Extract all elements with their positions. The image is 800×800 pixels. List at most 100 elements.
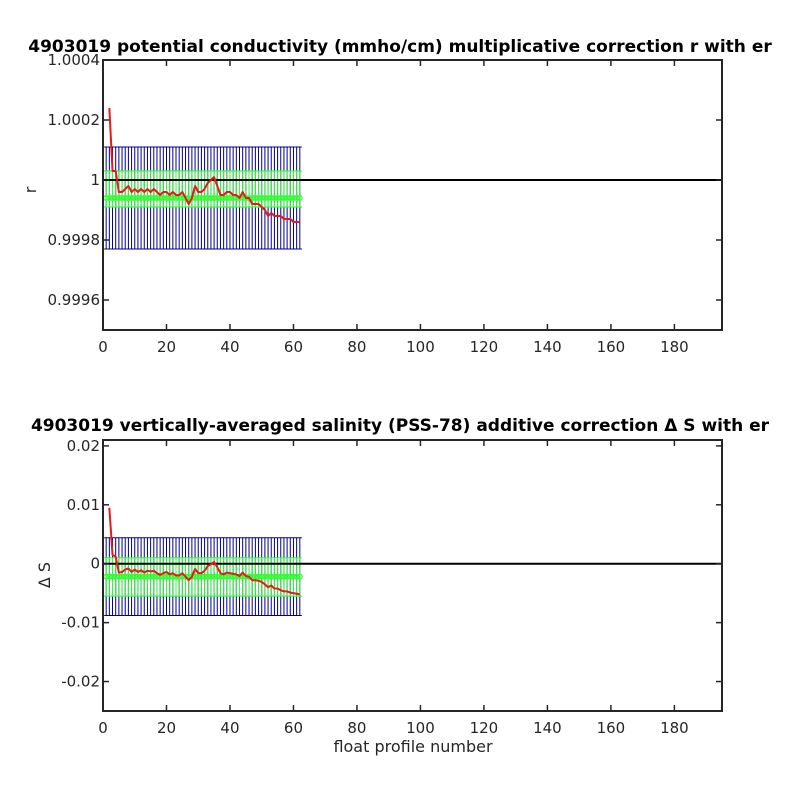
error-center-marker <box>119 195 126 202</box>
error-center-marker <box>147 573 154 580</box>
error-center-marker <box>106 195 113 202</box>
error-center-marker <box>296 573 303 580</box>
x-tick-label: 40 <box>220 719 239 737</box>
y-tick-label: 0.01 <box>67 496 100 514</box>
error-center-marker <box>261 573 268 580</box>
error-center-marker <box>153 195 160 202</box>
x-tick-label: 20 <box>157 338 176 356</box>
error-center-marker <box>198 195 205 202</box>
error-center-marker <box>252 573 259 580</box>
error-center-marker <box>214 573 221 580</box>
error-center-marker <box>258 573 265 580</box>
y-axis-label: r <box>21 186 40 193</box>
correction-series-line <box>108 507 300 596</box>
error-center-marker <box>287 573 294 580</box>
error-center-marker <box>226 573 233 580</box>
error-center-marker <box>115 573 122 580</box>
error-center-marker <box>112 573 119 580</box>
x-tick-label: 120 <box>470 338 499 356</box>
plot-area: 0 20 40 60 80 100 120 140 160 180 0.9996 0.9998 1 1.0… <box>48 51 723 356</box>
error-center-marker <box>195 573 202 580</box>
plot-area: 0 20 40 60 80 100 120 140 160 180 -0.02 -0.01 0 0.01 0… <box>61 437 723 737</box>
panel-title: 4903019 potential conductivity (mmho/cm)… <box>28 37 772 57</box>
error-center-marker <box>271 195 278 202</box>
y-tick-label: 1 <box>90 171 100 189</box>
error-center-marker <box>274 195 281 202</box>
error-center-marker <box>122 573 129 580</box>
error-center-marker <box>255 195 262 202</box>
error-center-marker <box>226 195 233 202</box>
error-center-marker <box>211 195 218 202</box>
y-tick-label: 0.9998 <box>48 231 101 249</box>
x-tick-label: 180 <box>660 719 689 737</box>
error-center-marker <box>169 195 176 202</box>
error-center-marker <box>277 195 284 202</box>
y-tick-label: 1.0002 <box>48 111 101 129</box>
x-tick-label: 140 <box>533 719 562 737</box>
y-tick-label: 0.02 <box>67 437 100 455</box>
y-tick-label: 0.9996 <box>48 291 101 309</box>
x-tick-label: 60 <box>284 338 303 356</box>
y-axis-label: Δ S <box>35 562 54 588</box>
error-center-marker <box>296 195 303 202</box>
error-center-marker <box>223 195 230 202</box>
x-tick-label: 140 <box>533 338 562 356</box>
error-center-marker <box>255 573 262 580</box>
error-center-marker <box>252 195 259 202</box>
error-center-marker <box>236 195 243 202</box>
error-center-marker <box>274 573 281 580</box>
error-center-marker <box>109 573 116 580</box>
error-center-marker <box>198 573 205 580</box>
error-center-marker <box>160 195 167 202</box>
error-center-marker <box>207 195 214 202</box>
x-tick-label: 40 <box>220 338 239 356</box>
error-center-marker <box>138 573 145 580</box>
error-center-marker <box>144 195 151 202</box>
x-tick-label: 0 <box>98 338 108 356</box>
correction-series-line <box>108 107 300 223</box>
panel-title: 4903019 vertically-averaged salinity (PS… <box>31 416 770 436</box>
error-center-marker <box>293 195 300 202</box>
error-center-marker <box>144 573 151 580</box>
error-center-marker <box>125 573 132 580</box>
conductivity-correction-panel: 4903019 potential conductivity (mmho/cm)… <box>21 37 772 356</box>
error-center-marker <box>119 573 126 580</box>
error-center-marker <box>195 195 202 202</box>
error-center-marker <box>293 573 300 580</box>
error-center-marker <box>280 195 287 202</box>
error-center-marker <box>150 573 157 580</box>
error-center-marker <box>201 573 208 580</box>
error-center-marker <box>182 573 189 580</box>
error-center-marker <box>261 195 268 202</box>
error-center-marker <box>284 195 291 202</box>
error-center-marker <box>223 573 230 580</box>
error-center-marker <box>204 573 211 580</box>
error-center-marker <box>163 195 170 202</box>
error-center-marker <box>236 573 243 580</box>
error-center-marker <box>280 573 287 580</box>
error-center-marker <box>112 195 119 202</box>
error-center-marker <box>134 195 141 202</box>
error-center-marker <box>214 195 221 202</box>
error-center-marker <box>268 573 275 580</box>
error-center-marker <box>290 573 297 580</box>
error-center-marker <box>211 573 218 580</box>
y-tick-label: 0 <box>90 555 100 573</box>
salinity-correction-panel: 4903019 vertically-averaged salinity (PS… <box>31 416 770 756</box>
error-center-marker <box>268 195 275 202</box>
error-center-marker <box>290 195 297 202</box>
error-center-marker <box>109 195 116 202</box>
error-center-marker <box>287 195 294 202</box>
error-center-marker <box>217 573 224 580</box>
x-axis-label: float profile number <box>333 737 493 756</box>
x-tick-label: 0 <box>98 719 108 737</box>
error-center-marker <box>271 573 278 580</box>
axes-frame <box>102 59 723 331</box>
x-tick-label: 80 <box>347 338 366 356</box>
error-center-marker <box>122 195 129 202</box>
error-center-marker <box>265 195 272 202</box>
x-tick-label: 100 <box>406 338 435 356</box>
y-tick-label: -0.02 <box>61 673 100 691</box>
x-tick-label: 160 <box>597 338 626 356</box>
error-center-marker <box>204 195 211 202</box>
